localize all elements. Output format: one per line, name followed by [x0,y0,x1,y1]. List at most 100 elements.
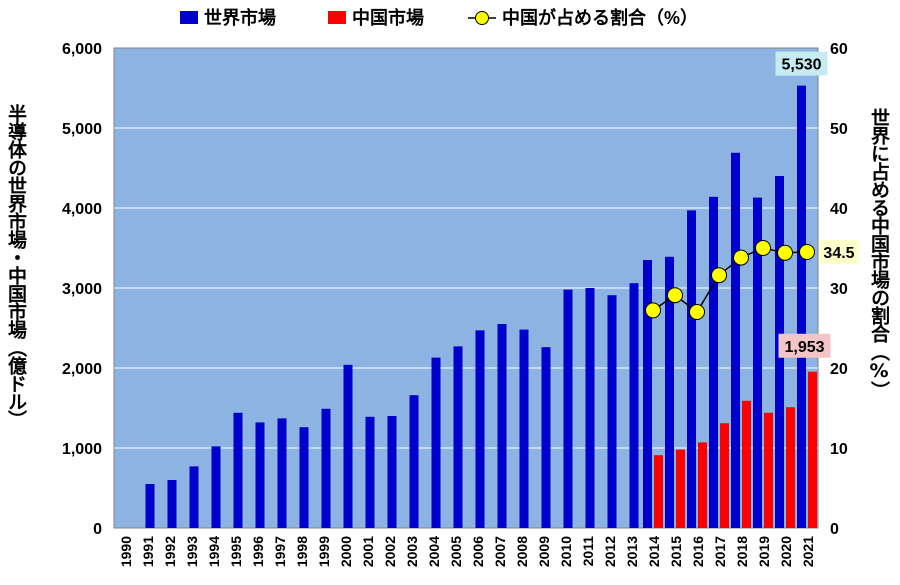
bar-world [687,210,696,528]
bar-china [742,400,751,528]
y-left-tick-label: 6,000 [62,41,102,58]
legend-label-share: 中国が占める割合（%） [502,7,698,28]
bar-world [233,412,243,528]
legend-label-china: 中国市場 [352,7,424,28]
bar-world [797,85,806,528]
x-tick-label: 1992 [162,536,178,567]
annotation-china-bg [778,333,831,358]
x-tick-label: 2018 [734,536,750,567]
bar-world [453,346,463,528]
bar-world [519,329,529,528]
bar-china [720,423,729,528]
share-point [799,244,815,260]
bar-world [475,330,485,528]
legend-swatch-world [180,11,198,24]
y-axis-left-label: 半導体の世界市場・中国市場（億ドル） [5,104,27,428]
x-tick-label: 2010 [558,536,574,567]
y-right-tick-label: 10 [830,441,848,458]
x-tick-label: 1994 [206,536,222,567]
annotation-world-bg [775,51,828,76]
x-tick-label: 2012 [602,536,618,567]
bar-china [698,442,707,528]
x-tick-label: 2015 [668,536,684,567]
annotation-world: 5,530 [781,57,821,74]
bar-world [343,364,353,528]
bar-world [189,466,199,528]
x-tick-label: 2016 [690,536,706,567]
y-right-tick-label: 60 [830,41,848,58]
y-left-tick-label: 2,000 [62,361,102,378]
bar-world [709,196,718,529]
bar-world [585,288,595,528]
share-point [755,240,771,256]
x-tick-label: 2002 [382,536,398,567]
x-tick-label: 1991 [140,536,156,567]
bar-world [277,418,287,528]
x-tick-label: 1999 [316,536,332,567]
x-tick-label: 1993 [184,536,200,567]
legend-swatch-china [328,11,346,24]
bar-world [211,446,221,528]
bar-china [676,449,685,528]
bar-world [255,422,265,528]
x-axis-ticks: 1990 1991 1992 1993 1994 1995 1996 1997 1998 1999… [118,536,816,567]
x-tick-label: 2013 [624,536,640,567]
bar-world [387,416,397,528]
x-tick-label: 2014 [646,536,662,567]
y-right-tick-label: 50 [830,121,848,138]
annotation-share: 34.5 [823,245,854,262]
y-left-tick-label: 0 [93,521,102,538]
y-left-tick-label: 5,000 [62,121,102,138]
annotation-china: 1,953 [784,339,824,356]
legend: 世界市場 中国市場 中国が占める割合（%） [180,7,698,28]
x-tick-label: 2020 [778,536,794,567]
x-tick-label: 1998 [294,536,310,567]
bar-world [665,256,674,528]
bar-world [431,357,441,528]
annotation-share-bg [819,240,859,264]
x-tick-label: 2011 [580,536,596,567]
legend-label-world: 世界市場 [204,7,276,28]
share-point [733,249,749,266]
x-tick-label: 2009 [536,536,552,567]
x-tick-label: 2021 [800,536,816,567]
bar-world [643,260,652,528]
y-left-tick-label: 1,000 [62,441,102,458]
x-tick-label: 2006 [470,536,486,567]
bar-world [541,347,551,528]
left-axis-ticks: 0 1,000 2,000 3,000 4,000 5,000 6,000 [62,41,102,538]
bar-world [145,484,155,528]
bar-world [563,289,573,528]
y-right-tick-label: 40 [830,201,848,218]
bar-china [786,407,795,528]
bar-world [629,283,639,528]
x-tick-label: 2005 [448,536,464,567]
bar-world [409,395,419,528]
x-tick-label: 1996 [250,536,266,567]
y-axis-right-label: 世界に占める中国市場の割合（%） [868,108,890,399]
annotations: 5,530 1,953 34.5 [775,51,859,358]
x-tick-label: 2003 [404,536,420,567]
bar-world [753,197,762,528]
share-point [667,287,683,304]
x-tick-label: 1995 [228,536,244,567]
bar-china [764,412,773,528]
share-point [777,244,793,261]
x-tick-label: 2007 [492,536,508,567]
share-point [711,267,727,284]
legend-marker-share [475,11,489,25]
bar-world [365,416,375,528]
share-point [689,304,705,320]
x-tick-label: 2004 [426,536,442,567]
x-tick-label: 1990 [118,536,134,567]
right-axis-ticks: 0 10 20 30 40 50 60 [830,41,848,538]
y-left-tick-label: 3,000 [62,281,102,298]
y-right-tick-label: 0 [830,521,839,538]
x-tick-label: 2019 [756,536,772,567]
x-tick-label: 1997 [272,536,288,567]
bar-world [167,480,177,528]
bars [145,85,817,529]
x-tick-label: 2017 [712,536,728,567]
bar-world [321,408,331,528]
